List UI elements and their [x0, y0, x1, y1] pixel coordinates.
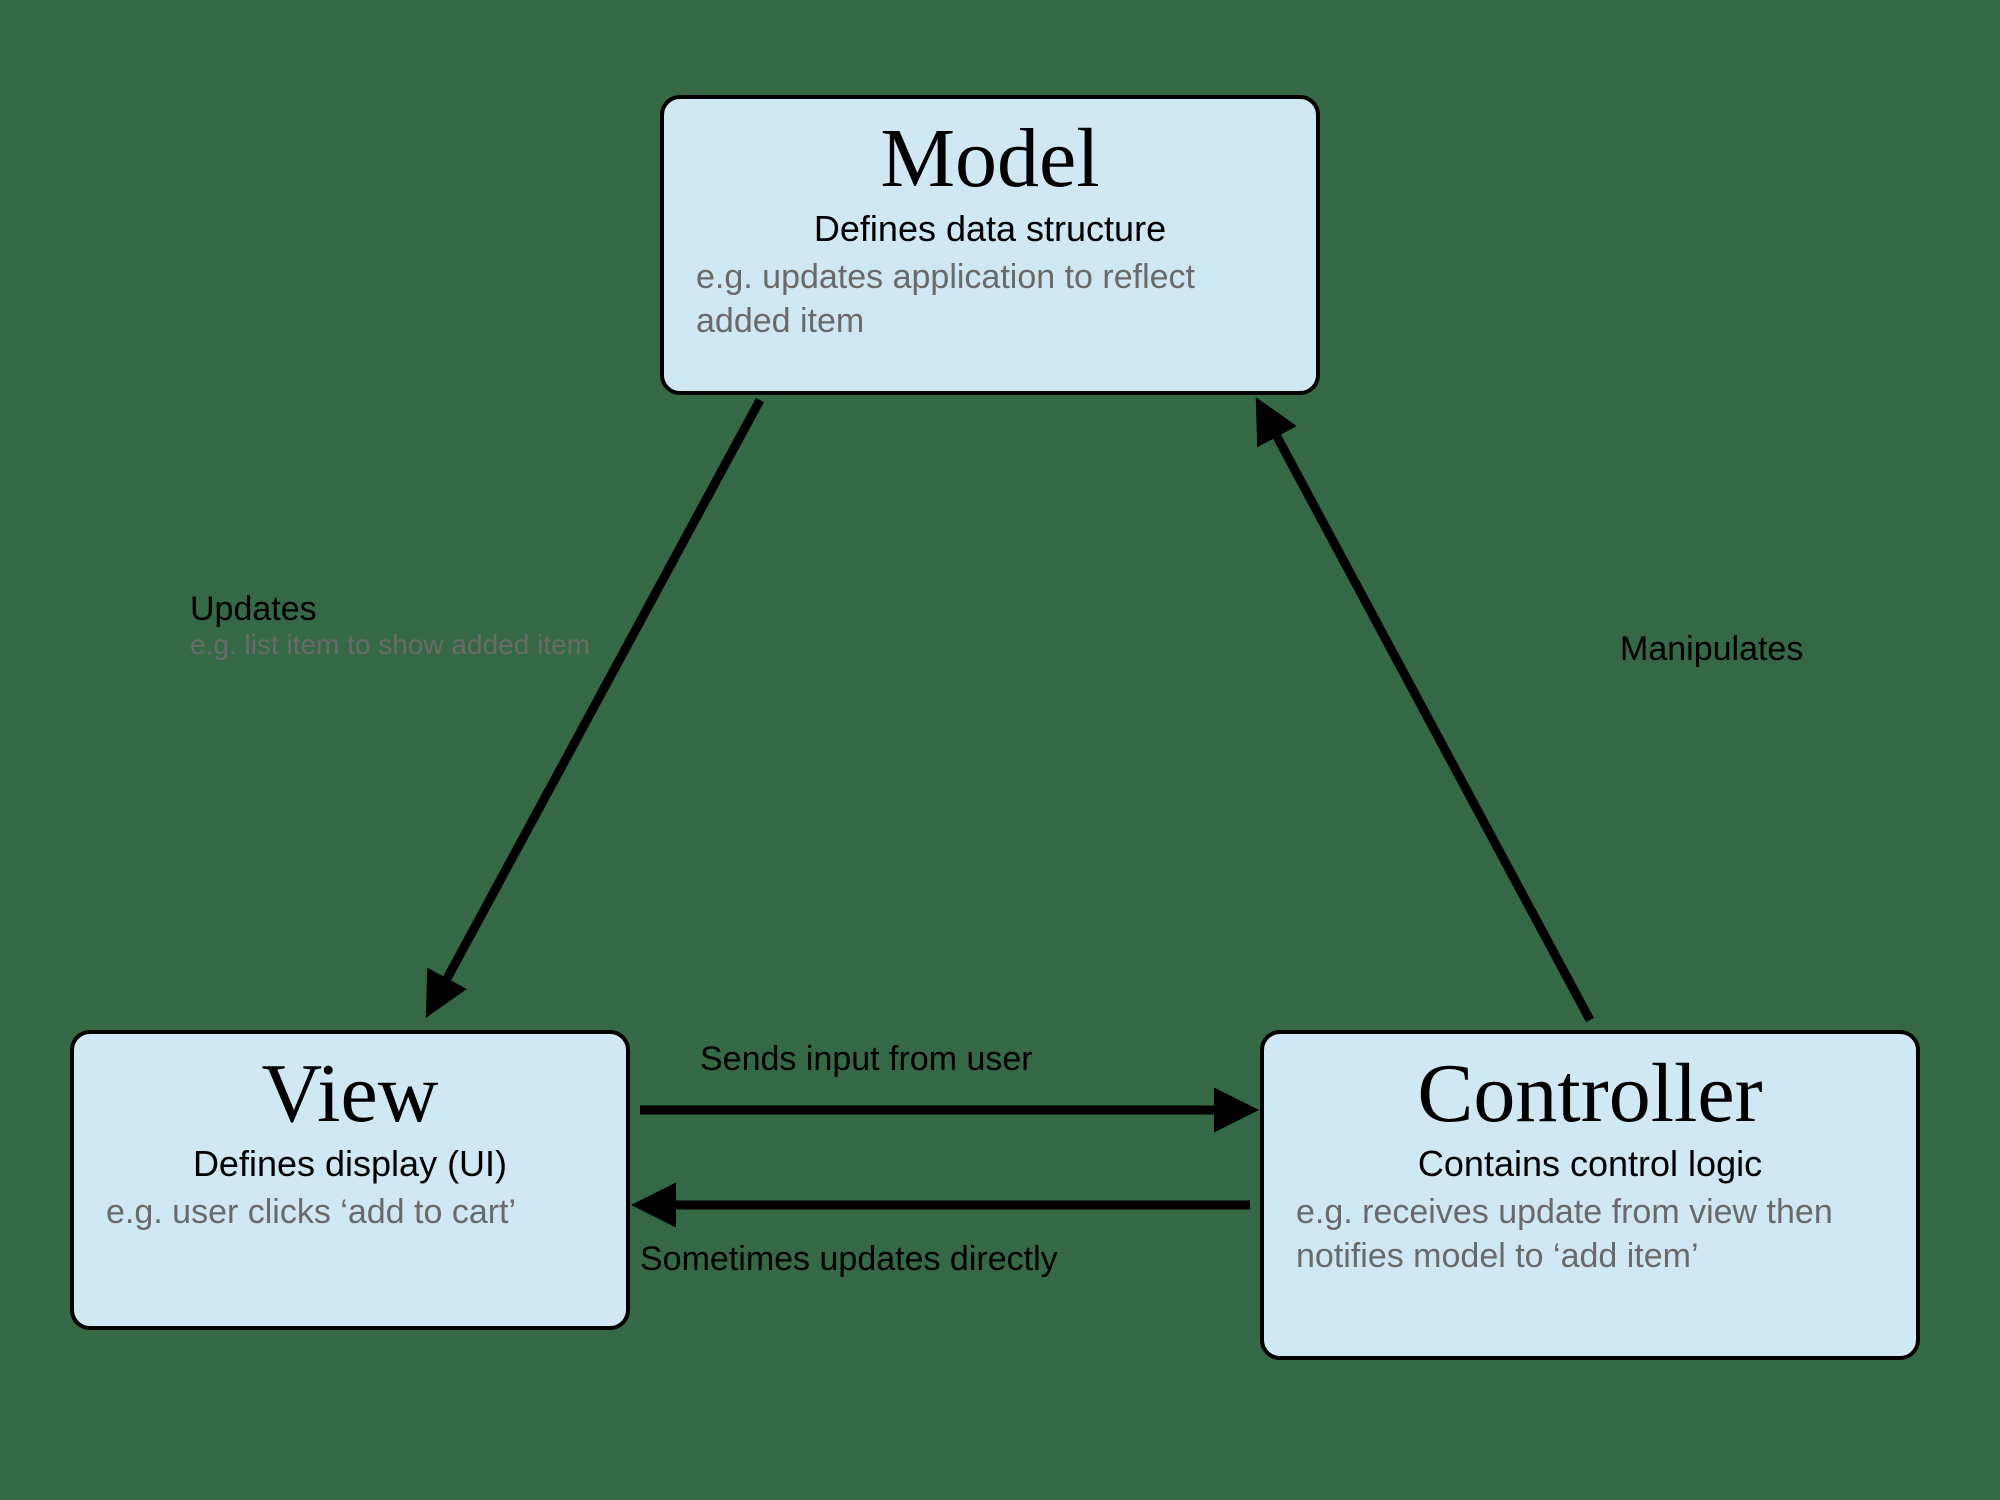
arrow-controller-to-model [1260, 405, 1590, 1020]
node-controller-subtitle: Contains control logic [1296, 1142, 1884, 1185]
edge-label-updates-title: Updates [190, 590, 590, 629]
edge-label-sends-input-title: Sends input from user [700, 1040, 1033, 1079]
node-model: Model Defines data structure e.g. update… [660, 95, 1320, 395]
node-controller-title: Controller [1296, 1052, 1884, 1136]
edge-label-sometimes-updates-title: Sometimes updates directly [640, 1240, 1058, 1279]
node-view-subtitle: Defines display (UI) [106, 1142, 594, 1185]
node-view-title: View [106, 1052, 594, 1136]
node-model-title: Model [696, 117, 1284, 201]
edge-label-sometimes-updates: Sometimes updates directly [640, 1240, 1058, 1279]
node-controller-example: e.g. receives update from view then noti… [1296, 1191, 1884, 1278]
node-model-example: e.g. updates application to reflect adde… [696, 256, 1284, 343]
arrow-model-to-view [430, 400, 760, 1010]
node-view-example: e.g. user clicks ‘add to cart’ [106, 1191, 594, 1235]
node-view: View Defines display (UI) e.g. user clic… [70, 1030, 630, 1330]
node-controller: Controller Contains control logic e.g. r… [1260, 1030, 1920, 1360]
edge-label-manipulates: Manipulates [1620, 630, 1803, 669]
mvc-diagram: Model Defines data structure e.g. update… [0, 0, 2000, 1500]
edge-label-updates: Updates e.g. list item to show added ite… [190, 590, 590, 661]
edge-label-sends-input: Sends input from user [700, 1040, 1033, 1079]
edge-label-updates-sub: e.g. list item to show added item [190, 629, 590, 661]
node-model-subtitle: Defines data structure [696, 207, 1284, 250]
edge-label-manipulates-title: Manipulates [1620, 630, 1803, 669]
